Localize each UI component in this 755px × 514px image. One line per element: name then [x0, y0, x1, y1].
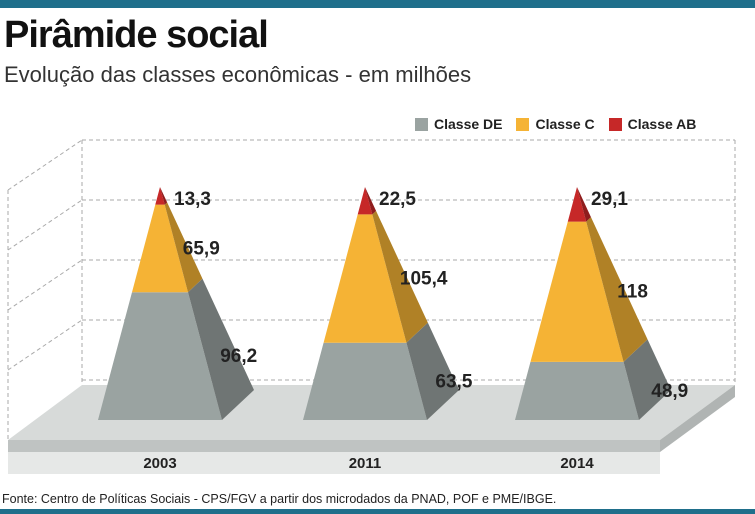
pyramid-segment-2003-classe-c — [132, 204, 188, 293]
pyramid-side-2014-classe-c — [586, 217, 648, 362]
legend-swatch-de — [415, 117, 428, 131]
pyramid-side-2003-classe-c — [164, 202, 203, 293]
bottom-accent-bar — [0, 509, 755, 514]
pyramid-segment-2014-classe-de — [515, 361, 639, 420]
data-label-2003-classe-c: 65,9 — [183, 238, 220, 259]
pyramid-segment-2014-classe-c — [530, 221, 624, 362]
pyramid-segment-2014-classe-ab — [567, 187, 587, 222]
data-label-2003-classe-ab: 13,3 — [174, 189, 211, 210]
side-wall-line — [7, 319, 83, 371]
data-label-2014-classe-c: 118 — [617, 282, 648, 303]
chart-title: Pirâmide social — [4, 14, 269, 56]
pyramid-side-2011-classe-de — [406, 322, 459, 420]
side-wall-line — [7, 139, 83, 191]
data-label-2011-classe-c: 105,4 — [400, 269, 448, 290]
top-accent-bar — [0, 0, 755, 8]
chart-subtitle: Evolução das classes econômicas - em mil… — [4, 62, 472, 87]
pyramid-segment-2011-classe-de — [303, 342, 427, 420]
pyramid-side-2003-classe-ab — [160, 187, 168, 205]
side-wall-line — [7, 259, 83, 311]
legend-label-ab: Classe AB — [627, 116, 697, 132]
source-note: Fonte: Centro de Políticas Sociais - CPS… — [2, 492, 557, 506]
x-tick-label-2011: 2011 — [349, 455, 382, 472]
pyramid-side-2014-classe-de — [623, 339, 671, 420]
chart-floor-side — [660, 385, 735, 452]
chart-floor-front — [8, 440, 660, 452]
pyramid-side-2011-classe-ab — [365, 187, 377, 215]
legend-swatch-ab — [608, 117, 622, 131]
data-label-2014-classe-de: 48,9 — [651, 381, 688, 402]
legend: Classe DE Classe C Classe AB — [415, 116, 696, 132]
pyramid-segment-2003-classe-ab — [155, 187, 165, 205]
legend-swatch-c — [516, 117, 530, 131]
data-label-2003-classe-de: 96,2 — [220, 346, 257, 367]
pyramid-side-2011-classe-c — [372, 210, 428, 343]
x-tick-label-2003: 2003 — [143, 455, 176, 472]
x-axis-strip — [8, 452, 660, 474]
data-label-2011-classe-de: 63,5 — [435, 371, 472, 392]
legend-item-c: Classe C — [516, 116, 595, 132]
data-label-2011-classe-ab: 22,5 — [379, 189, 416, 210]
legend-label-c: Classe C — [535, 116, 595, 132]
pyramid-segment-2011-classe-c — [323, 214, 407, 343]
legend-item-ab: Classe AB — [608, 116, 697, 132]
side-wall-line — [7, 199, 83, 251]
legend-label-de: Classe DE — [434, 116, 503, 132]
pyramid-segment-2003-classe-de — [98, 292, 222, 420]
pyramid-segment-2011-classe-ab — [357, 187, 373, 215]
data-label-2014-classe-ab: 29,1 — [591, 189, 628, 210]
x-tick-label-2014: 2014 — [560, 455, 594, 472]
pyramid-side-2014-classe-ab — [577, 187, 591, 222]
pyramid-side-2003-classe-de — [187, 278, 254, 420]
legend-item-de: Classe DE — [415, 116, 502, 132]
